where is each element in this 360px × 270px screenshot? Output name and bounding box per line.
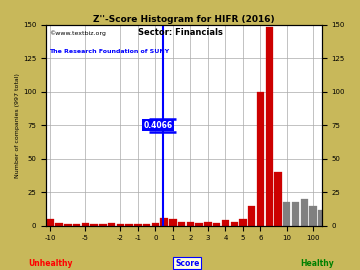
Bar [274,172,282,226]
Text: Healthy: Healthy [300,259,334,268]
Text: Score: Score [175,259,199,268]
Bar [152,223,159,226]
Bar [125,224,133,226]
Bar [117,224,124,226]
Bar [143,224,150,226]
Text: 0.4066: 0.4066 [144,121,173,130]
Bar [134,224,141,226]
Bar [90,224,98,226]
Bar [318,210,325,226]
Bar [283,202,291,226]
Bar [239,219,247,226]
Bar [327,215,334,226]
Bar [178,222,185,226]
Text: Sector: Financials: Sector: Financials [138,28,222,37]
Title: Z''-Score Histogram for HIFR (2016): Z''-Score Histogram for HIFR (2016) [93,15,275,24]
Bar [266,28,273,226]
Bar [73,224,80,226]
Text: The Research Foundation of SUNY: The Research Foundation of SUNY [49,49,169,54]
Bar [230,222,238,226]
Bar [82,223,89,226]
Bar [55,223,63,226]
Text: Unhealthy: Unhealthy [28,259,73,268]
Bar [309,206,317,226]
Text: ©www.textbiz.org: ©www.textbiz.org [49,31,105,36]
Bar [204,222,212,226]
Bar [47,219,54,226]
Bar [344,220,352,226]
Bar [161,218,168,226]
Bar [213,223,220,226]
Bar [99,224,107,226]
Bar [248,206,256,226]
Bar [353,222,360,226]
Bar [108,223,116,226]
Bar [301,199,308,226]
Bar [187,222,194,226]
Bar [195,223,203,226]
Bar [292,202,299,226]
Bar [257,92,264,226]
Bar [336,218,343,226]
Bar [169,219,177,226]
Y-axis label: Number of companies (997 total): Number of companies (997 total) [15,73,20,178]
Bar [64,224,72,226]
Bar [222,220,229,226]
